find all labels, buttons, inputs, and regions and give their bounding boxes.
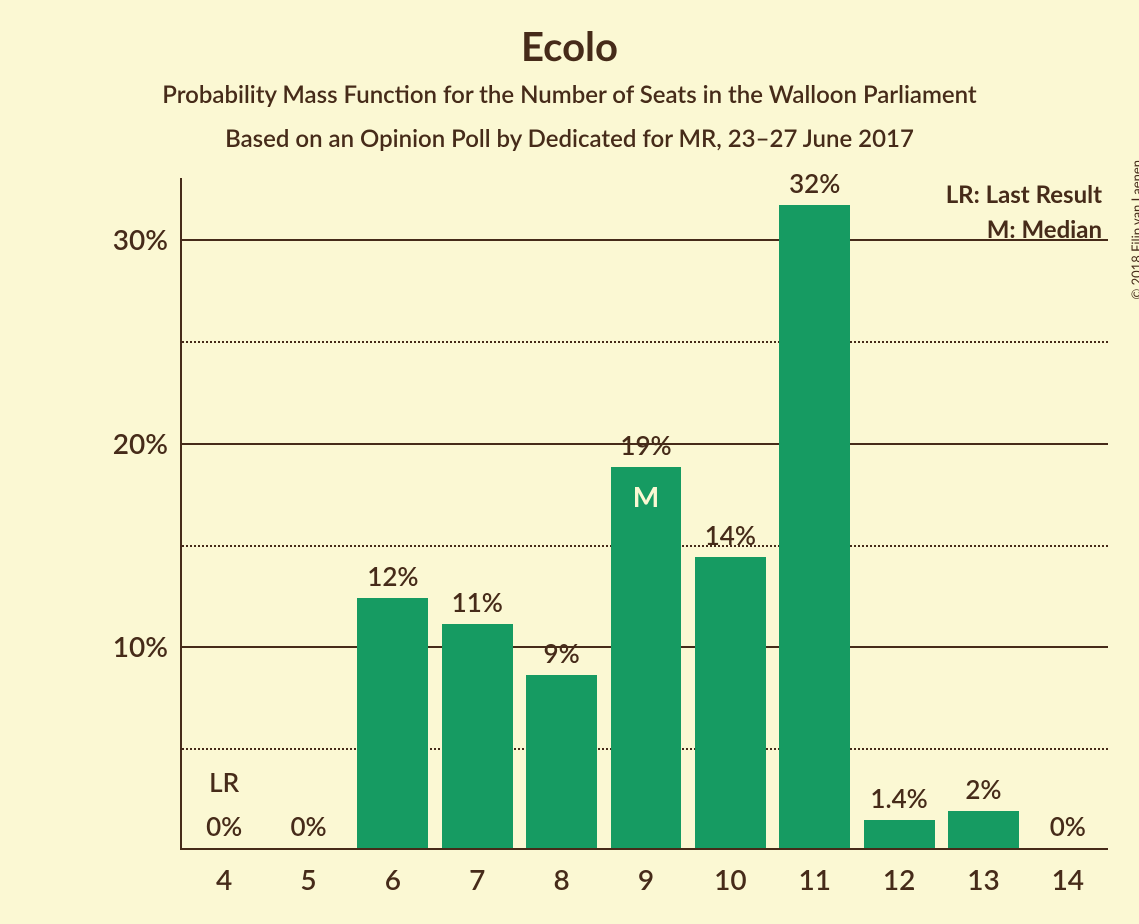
y-tick-label: 30% — [113, 222, 182, 256]
bar-value-label: 0% — [290, 810, 326, 848]
bar: 19%M — [611, 467, 682, 848]
chart-subtitle-1: Probability Mass Function for the Number… — [0, 80, 1139, 109]
bar: 32% — [779, 205, 850, 848]
bar-value-label: 9% — [544, 637, 580, 675]
bar-value-label: 12% — [367, 560, 418, 598]
bar-value-label: 14% — [705, 519, 756, 557]
bar: 1.4% — [864, 820, 935, 849]
x-tick-label: 6 — [385, 848, 401, 896]
copyright-text: © 2018 Filip van Laenen — [1129, 160, 1139, 300]
legend-lr: LR: Last Result — [946, 180, 1102, 209]
x-tick-label: 7 — [469, 848, 485, 896]
chart-title: Ecolo — [0, 22, 1139, 70]
bar: 11% — [442, 624, 513, 848]
gridline-major — [182, 239, 1108, 241]
bar-value-label: 0% — [1050, 810, 1086, 848]
bar-median-label: M — [633, 479, 659, 513]
x-tick-label: 4 — [216, 848, 232, 896]
bar-value-label: 0% — [206, 810, 242, 848]
x-tick-label: 13 — [967, 848, 999, 896]
bar-value-label: 19% — [620, 429, 671, 467]
gridline-minor — [182, 341, 1108, 343]
x-tick-label: 10 — [714, 848, 746, 896]
bar: 14% — [695, 557, 766, 848]
x-tick-label: 14 — [1052, 848, 1084, 896]
chart-subtitle-2: Based on an Opinion Poll by Dedicated fo… — [0, 124, 1139, 153]
bar-value-label: 2% — [965, 773, 1001, 811]
x-tick-label: 5 — [300, 848, 316, 896]
bar-value-label: 32% — [789, 167, 840, 205]
bar: 2% — [948, 811, 1019, 848]
bar: 9% — [526, 675, 597, 848]
y-tick-label: 10% — [113, 629, 182, 663]
bar: 12% — [357, 598, 428, 848]
plot-area: LR: Last Result M: Median 10%20%30%40%LR… — [180, 178, 1108, 850]
bar-value-label: 1.4% — [870, 782, 927, 820]
x-tick-label: 9 — [638, 848, 654, 896]
x-tick-label: 11 — [798, 848, 830, 896]
x-tick-label: 12 — [883, 848, 915, 896]
bar-sublabel: LR — [209, 766, 239, 798]
x-tick-label: 8 — [554, 848, 570, 896]
y-tick-label: 20% — [113, 426, 182, 460]
chart-canvas: Ecolo Probability Mass Function for the … — [0, 0, 1139, 924]
bar-value-label: 11% — [452, 586, 503, 624]
